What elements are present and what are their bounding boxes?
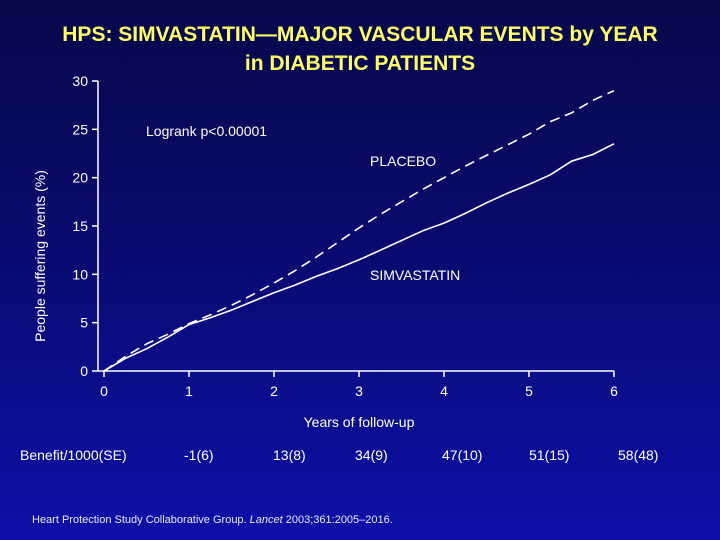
benefit-value: 47(10)	[442, 447, 483, 463]
series-line-placebo	[103, 89, 615, 372]
y-tick-label: 5	[80, 315, 88, 331]
y-tick-label: 0	[80, 363, 88, 379]
series-label-placebo: PLACEBO	[370, 153, 436, 169]
x-tick-label: 1	[185, 383, 193, 399]
benefit-label: Benefit/1000(SE)	[20, 447, 127, 463]
y-tick-label: 20	[72, 170, 88, 186]
x-axis-label: Years of follow-up	[304, 414, 415, 430]
y-tick-label: 10	[72, 266, 88, 282]
logrank-annotation: Logrank p<0.00001	[146, 123, 267, 139]
chart-axes	[92, 80, 615, 377]
chart-series	[103, 89, 615, 372]
y-tick-label: 30	[72, 73, 88, 89]
title-line-2: in DIABETIC PATIENTS	[244, 52, 476, 75]
y-tick-label: 15	[72, 218, 88, 234]
benefit-value: 51(15)	[529, 447, 570, 463]
chart-labels: 0 5 10 15 20 25 30 0 1 2 3 4 5 6 Years of follow-up Peo…	[32, 73, 618, 430]
y-tick-label: 25	[72, 121, 88, 137]
benefit-row: Benefit/1000(SE) -1(6) 13(8) 34(9) 47(10…	[0, 447, 720, 469]
citation-details: 2003;361:2005–2016.	[282, 514, 393, 526]
x-tick-label: 5	[525, 383, 533, 399]
x-tick-label: 3	[355, 383, 363, 399]
x-tick-label: 2	[270, 383, 278, 399]
y-axis-label: People suffering events (%)	[32, 170, 48, 342]
citation-journal: Lancet	[249, 514, 283, 526]
slide-title: HPS: SIMVASTATIN—MAJOR VASCULAR EVENTS b…	[0, 20, 720, 78]
x-tick-label: 6	[610, 383, 618, 399]
benefit-value: 58(48)	[618, 447, 659, 463]
benefit-value: 13(8)	[273, 447, 306, 463]
benefit-value: 34(9)	[355, 447, 388, 463]
x-tick-label: 4	[440, 383, 448, 399]
title-line-1: HPS: SIMVASTATIN—MAJOR VASCULAR EVENTS b…	[62, 23, 658, 46]
benefit-value: -1(6)	[184, 447, 214, 463]
series-label-simvastatin: SIMVASTATIN	[370, 267, 460, 283]
x-tick-label: 0	[100, 383, 108, 399]
citation-authors: Heart Protection Study Collaborative Gro…	[32, 514, 250, 526]
series-line-simvastatin	[103, 143, 615, 372]
citation: Heart Protection Study Collaborative Gro…	[32, 514, 393, 526]
